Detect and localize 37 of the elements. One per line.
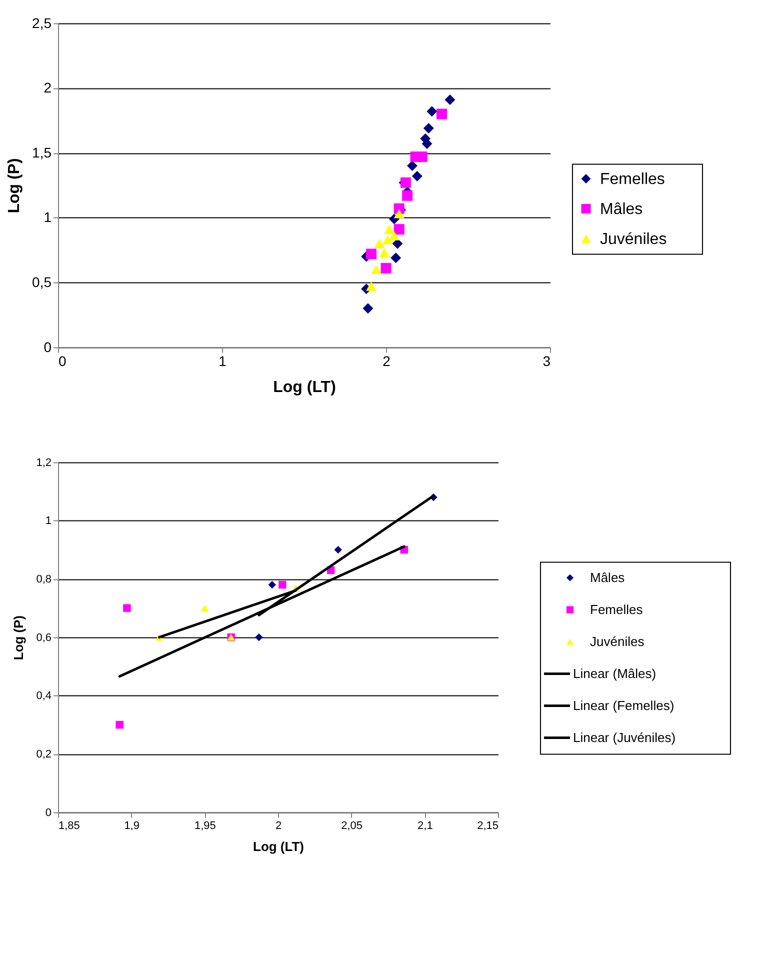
- x-tick-label: 2: [275, 820, 282, 832]
- y-tick-label: 0,4: [36, 690, 52, 702]
- y-tick-label: 0,2: [36, 748, 52, 760]
- y-tick-label: 1,2: [36, 456, 52, 469]
- x-tick-label: 2,1: [418, 820, 433, 832]
- legend-label: Juvéniles: [590, 634, 645, 649]
- legend-label: Mâles: [600, 200, 643, 218]
- x-tick-label: 1: [218, 352, 227, 369]
- y-tick-label: 0,6: [36, 632, 52, 644]
- legend-label: Linear (Juvéniles): [573, 730, 676, 745]
- x-tick-label: 2: [382, 352, 391, 369]
- x-tick-label: 1,85: [58, 820, 80, 832]
- y-tick-label: 0,8: [36, 573, 52, 586]
- y-tick-label: 0: [44, 338, 52, 355]
- x-axis-title: Log (LT): [273, 378, 336, 396]
- x-tick-label: 1,9: [124, 820, 140, 832]
- y-tick-label: 2: [44, 80, 52, 96]
- y-tick-label: 0,5: [32, 274, 52, 290]
- y-tick-label: 1: [45, 515, 52, 528]
- x-tick-label: 3: [542, 352, 551, 369]
- legend-label: Linear (Mâles): [573, 666, 656, 681]
- x-axis-title: Log (LT): [252, 838, 304, 854]
- x-tick-label: 1,95: [194, 820, 216, 832]
- legend-label: Femelles: [600, 170, 665, 188]
- y-tick-label: 1: [44, 209, 52, 226]
- legend-label: Femelles: [590, 602, 644, 617]
- legend-label: Mâles: [590, 570, 626, 585]
- y-tick-label: 2,5: [32, 14, 52, 31]
- x-tick-label: 2,05: [341, 820, 363, 832]
- y-tick-label: 1,5: [32, 144, 52, 160]
- y-axis-title: Log (P): [6, 158, 24, 214]
- legend-label: Linear (Femelles): [573, 698, 674, 713]
- y-axis-title: Log (P): [11, 615, 26, 660]
- x-tick-label: 2,15: [477, 820, 498, 832]
- x-tick-label: 0: [58, 352, 66, 369]
- legend-label: Juvéniles: [600, 230, 667, 248]
- y-tick-label: 0: [45, 806, 52, 819]
